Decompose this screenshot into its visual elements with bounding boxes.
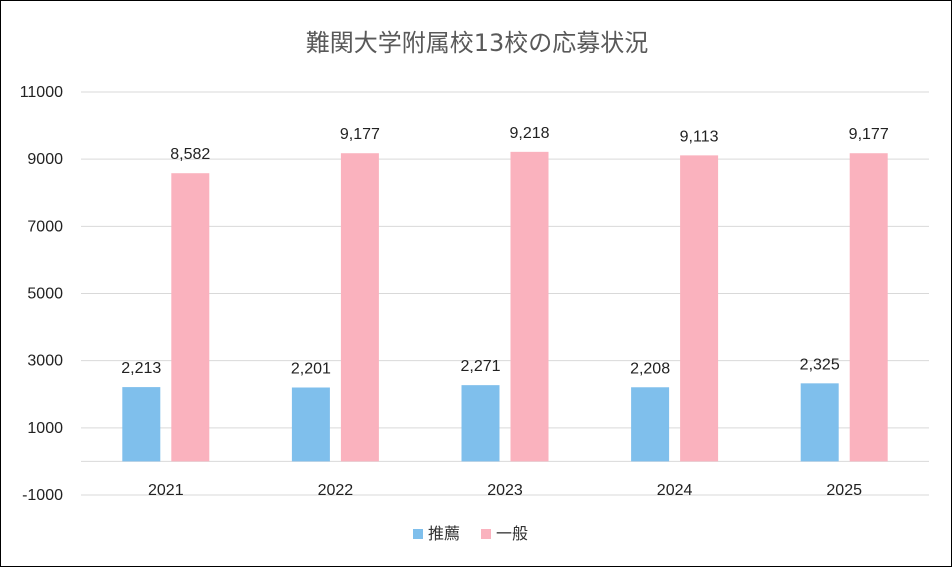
bar-一般-2022	[340, 153, 379, 462]
data-label: 9,177	[849, 126, 889, 143]
data-labels: 2,213 8,582 2,201 9,177 2,271 9,218 2,208 9,113…	[121, 125, 889, 378]
bar-推薦-2021	[122, 387, 161, 462]
data-label: 2,208	[630, 360, 670, 377]
x-tick-label: 2024	[657, 482, 693, 499]
legend-swatch	[413, 529, 423, 539]
y-tick-label: 11000	[20, 84, 63, 101]
bar-推薦-2022	[291, 387, 330, 462]
x-tick-label: 2022	[318, 482, 354, 499]
bar-一般-2025	[849, 153, 888, 462]
data-label: 2,325	[800, 356, 840, 373]
bar-推薦-2025	[800, 383, 839, 462]
y-tick-label: 1000	[27, 420, 63, 437]
y-tick-label: 7000	[27, 218, 63, 235]
bar-一般-2021	[171, 173, 210, 462]
x-tick-label: 2023	[487, 482, 523, 499]
bar-推薦-2024	[631, 387, 670, 462]
bar-推薦-2023	[461, 385, 500, 462]
legend: 推薦 一般	[413, 524, 528, 543]
legend-label: 推薦	[428, 524, 460, 543]
x-axis-ticks: 2021 2022 2023 2024 2025	[148, 482, 862, 499]
bar-一般-2024	[680, 155, 719, 462]
bars	[122, 151, 888, 462]
data-label: 9,218	[509, 125, 549, 142]
legend-label: 一般	[496, 524, 528, 543]
legend-swatch	[481, 529, 491, 539]
data-label: 9,113	[680, 128, 719, 145]
data-label: 2,213	[121, 360, 161, 377]
y-tick-label: 5000	[27, 286, 63, 303]
data-label: 9,177	[340, 126, 380, 143]
y-tick-label: -1000	[22, 487, 63, 504]
y-axis-ticks: 11000 9000 7000 5000 3000 1000 -1000	[20, 84, 63, 504]
bar-一般-2023	[510, 151, 549, 462]
y-tick-label: 3000	[27, 353, 63, 370]
data-label: 8,582	[170, 146, 210, 163]
gridlines	[81, 91, 929, 496]
x-tick-label: 2021	[148, 482, 184, 499]
x-tick-label: 2025	[826, 482, 862, 499]
data-label: 2,271	[460, 358, 500, 375]
data-label: 2,201	[291, 360, 331, 377]
chart-title: 難関大学附属校13校の応募状況	[306, 29, 649, 57]
y-tick-label: 9000	[27, 151, 63, 168]
